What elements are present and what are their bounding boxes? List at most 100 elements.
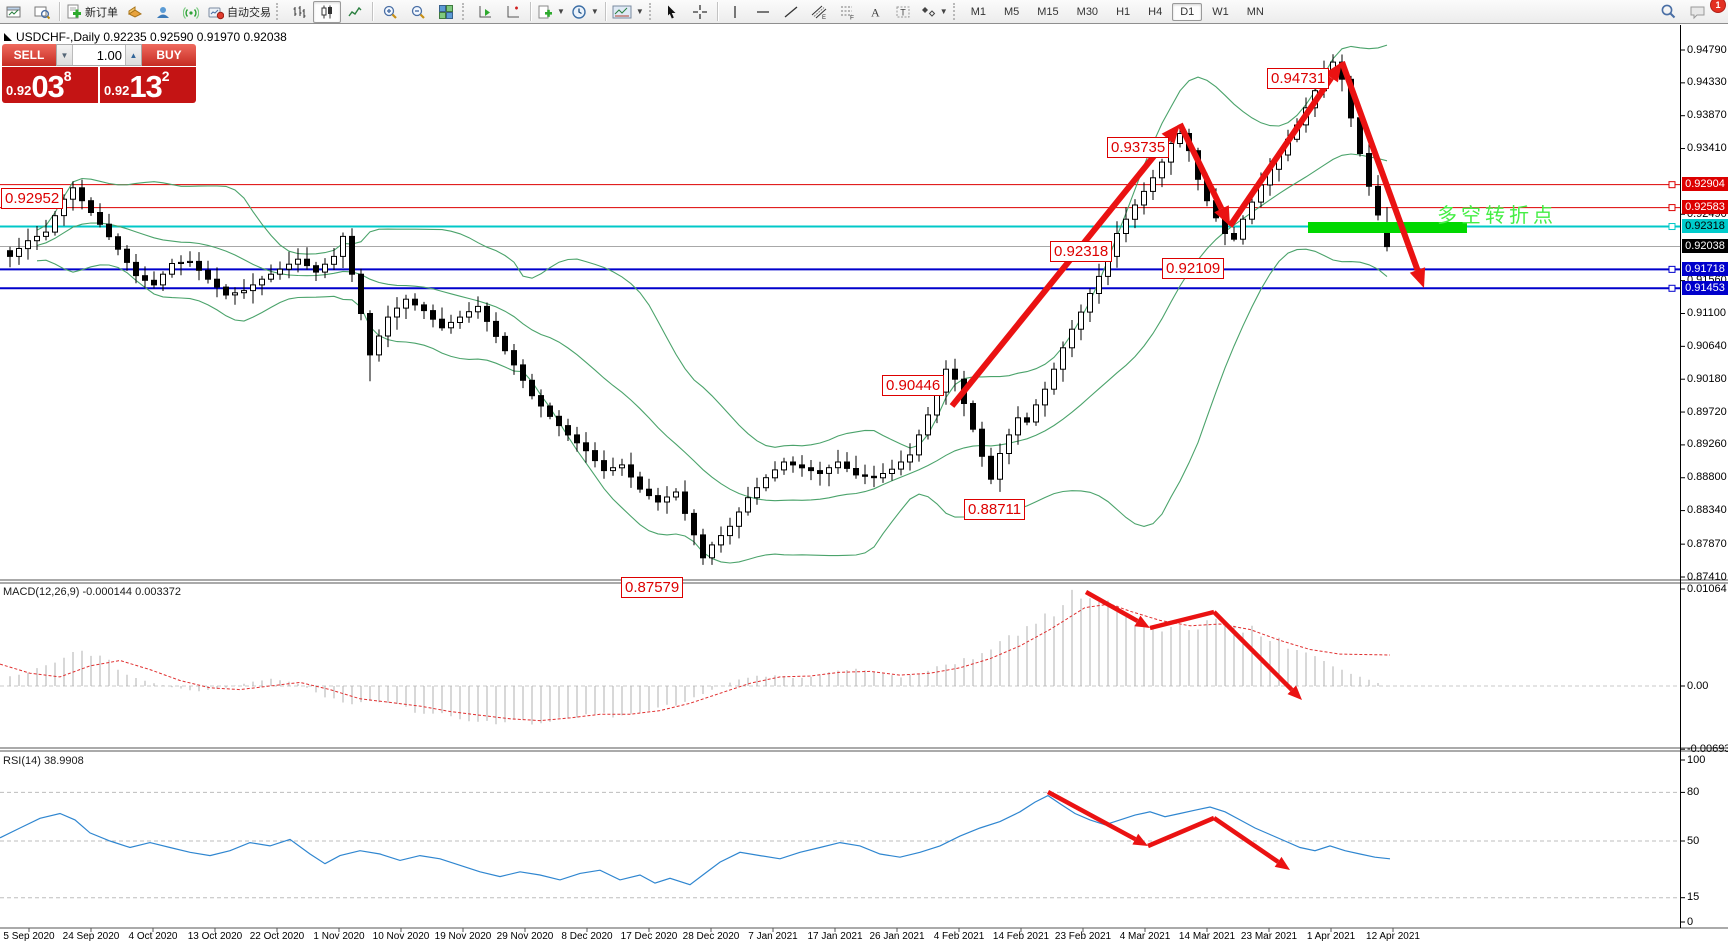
tab-timeframe-m30[interactable]: M30 bbox=[1076, 5, 1099, 18]
date-label: 22 Oct 2020 bbox=[249, 931, 305, 942]
period-clock-icon[interactable]: ▼ bbox=[568, 1, 602, 23]
date-label: 1 Apr 2021 bbox=[1306, 931, 1356, 942]
candlestick-chart-type-icon[interactable] bbox=[313, 0, 341, 23]
date-label: 1 Nov 2020 bbox=[313, 931, 365, 942]
price-annotation-label[interactable]: 0.90446 bbox=[882, 375, 945, 396]
rsi-tick-label: 80 bbox=[1687, 785, 1700, 798]
date-label: 12 Apr 2021 bbox=[1366, 931, 1420, 942]
tab-timeframe-mn[interactable]: MN bbox=[1246, 5, 1264, 18]
buy-price-pip: 2 bbox=[161, 68, 170, 84]
tab-timeframe-m1[interactable]: M1 bbox=[970, 5, 986, 18]
auto-scroll-icon[interactable] bbox=[471, 1, 499, 23]
tab-timeframe-m5[interactable]: M5 bbox=[1003, 5, 1020, 18]
chart-window-icon[interactable] bbox=[0, 1, 28, 23]
price-badge: 0.92583 bbox=[1682, 200, 1728, 215]
chart-profile-icon[interactable] bbox=[28, 1, 56, 23]
community-icon[interactable] bbox=[149, 1, 177, 23]
tab-timeframe-m15[interactable]: M15 bbox=[1037, 5, 1059, 18]
tab-timeframe-h1[interactable]: H1 bbox=[1116, 5, 1131, 18]
rsi-tick-label: 15 bbox=[1687, 891, 1700, 904]
templates-icon[interactable]: ▼ bbox=[534, 1, 568, 23]
sell-button[interactable]: SELL bbox=[2, 44, 56, 66]
toolbar-separator bbox=[372, 2, 373, 21]
price-badge: 0.91718 bbox=[1682, 261, 1728, 276]
buy-price-big: 13 bbox=[129, 69, 162, 104]
line-chart-type-icon[interactable] bbox=[341, 1, 369, 23]
date-label: 8 Dec 2020 bbox=[561, 931, 613, 942]
rsi-tick-label: 0 bbox=[1687, 915, 1694, 928]
main-toolbar: 新订单 自动交易 ▼ bbox=[0, 0, 1728, 24]
buy-price[interactable]: 0.92 13 2 bbox=[100, 67, 196, 103]
trend-arrows[interactable] bbox=[949, 60, 1426, 870]
cursor-icon[interactable] bbox=[658, 1, 686, 23]
zoom-out-icon[interactable] bbox=[404, 1, 432, 23]
tab-timeframe-h4[interactable]: H4 bbox=[1148, 5, 1163, 18]
highlight-rectangle[interactable] bbox=[1308, 222, 1467, 233]
volume-increase-button[interactable]: ▲ bbox=[125, 45, 141, 65]
sell-price[interactable]: 0.92 03 8 bbox=[2, 67, 98, 103]
price-tick-label: 0.93870 bbox=[1687, 109, 1727, 122]
sell-price-prefix: 0.92 bbox=[6, 83, 32, 98]
horizontal-line-tool-icon[interactable] bbox=[749, 1, 777, 23]
svg-text:T: T bbox=[900, 7, 906, 17]
buy-button[interactable]: BUY bbox=[142, 44, 196, 66]
price-tick-label: 0.90640 bbox=[1687, 339, 1727, 352]
price-badge: 0.92318 bbox=[1682, 219, 1728, 234]
chart-shift-icon[interactable] bbox=[499, 1, 527, 23]
notifications-icon[interactable] bbox=[1682, 1, 1714, 23]
macd-tick-label: 0.00 bbox=[1687, 679, 1709, 692]
date-label: 14 Feb 2021 bbox=[992, 931, 1050, 942]
date-label: 14 Mar 2021 bbox=[1178, 931, 1236, 942]
volume-input[interactable] bbox=[73, 45, 125, 65]
tab-timeframe-d1[interactable]: D1 bbox=[1172, 2, 1203, 21]
shapes-tool-icon[interactable]: ▼ bbox=[917, 1, 951, 23]
price-badge: 0.92038 bbox=[1682, 239, 1728, 254]
rsi-tick-label: 100 bbox=[1687, 753, 1706, 766]
collapse-triangle-icon[interactable] bbox=[4, 33, 12, 41]
price-annotation-label[interactable]: 0.92952 bbox=[1, 188, 64, 209]
price-annotation-label[interactable]: 0.88711 bbox=[964, 499, 1026, 520]
fibonacci-tool-icon[interactable]: F bbox=[833, 1, 861, 23]
toolbar-separator bbox=[604, 2, 606, 21]
chart-area[interactable]: USDCHF-,Daily 0.92235 0.92590 0.91970 0.… bbox=[0, 24, 1728, 944]
symbol-title: USDCHF-,Daily 0.92235 0.92590 0.91970 0.… bbox=[16, 30, 287, 44]
zoom-in-icon[interactable] bbox=[376, 1, 404, 23]
auto-trading-button[interactable]: 自动交易 bbox=[205, 1, 274, 23]
date-label: 13 Oct 2020 bbox=[187, 931, 243, 942]
notification-count-badge: 1 bbox=[1710, 0, 1726, 13]
price-annotation-label[interactable]: 0.92318 bbox=[1050, 241, 1113, 262]
search-icon[interactable] bbox=[1654, 1, 1682, 23]
signals-icon[interactable] bbox=[177, 1, 205, 23]
price-tick-label: 0.89260 bbox=[1687, 438, 1727, 451]
tile-windows-icon[interactable] bbox=[432, 1, 460, 23]
chart-mode-combo[interactable]: ▼ bbox=[609, 1, 647, 23]
candlestick-series bbox=[7, 54, 1390, 565]
price-badge: 0.92904 bbox=[1682, 177, 1728, 192]
trendline-tool-icon[interactable] bbox=[777, 1, 805, 23]
bar-chart-type-icon[interactable] bbox=[285, 1, 313, 23]
macd-indicator-label: MACD(12,26,9) -0.000144 0.003372 bbox=[3, 586, 181, 598]
volume-decrease-button[interactable]: ▼ bbox=[57, 45, 73, 65]
macd-tick-label: -0.006934 bbox=[1687, 742, 1728, 755]
turning-point-annotation[interactable]: 多空转折点 bbox=[1437, 205, 1557, 227]
new-order-label: 新订单 bbox=[85, 6, 118, 19]
label-tool-icon[interactable]: T bbox=[889, 1, 917, 23]
price-annotation-label[interactable]: 0.94731 bbox=[1267, 68, 1330, 89]
price-annotation-label[interactable]: 0.87579 bbox=[621, 577, 684, 598]
market-watch-icon[interactable] bbox=[121, 1, 149, 23]
new-order-button[interactable]: 新订单 bbox=[63, 1, 121, 23]
text-tool-icon[interactable]: A bbox=[861, 1, 889, 23]
price-tick-label: 0.94790 bbox=[1687, 43, 1727, 56]
price-annotation-label[interactable]: 0.92109 bbox=[1162, 258, 1225, 279]
tab-timeframe-w1[interactable]: W1 bbox=[1212, 5, 1229, 18]
price-annotation-label[interactable]: 0.93735 bbox=[1107, 137, 1170, 158]
price-badge: 0.91453 bbox=[1682, 280, 1728, 295]
date-label: 19 Nov 2020 bbox=[434, 931, 492, 942]
channel-tool-icon[interactable]: E bbox=[805, 1, 833, 23]
vertical-line-tool-icon[interactable] bbox=[721, 1, 749, 23]
crosshair-icon[interactable] bbox=[686, 1, 714, 23]
date-label: 23 Feb 2021 bbox=[1054, 931, 1112, 942]
toolbar-grip bbox=[648, 3, 654, 20]
